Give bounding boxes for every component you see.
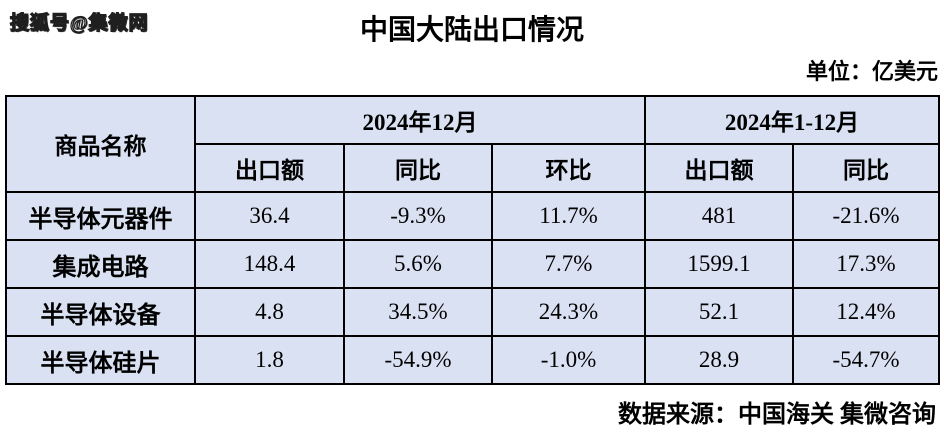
row-label: 半导体设备: [5, 287, 196, 337]
source-label: 数据来源：中国海关 集微咨询: [618, 402, 936, 428]
row-label: 半导体硅片: [5, 335, 196, 385]
table-row: 集成电路 148.4 5.6% 7.7% 1599.1 17.3%: [5, 239, 941, 289]
data-cell: 34.5%: [343, 287, 493, 337]
data-cell: 36.4: [194, 191, 345, 241]
data-cell: 148.4: [194, 239, 345, 289]
data-cell: -54.7%: [791, 335, 941, 385]
table-row: 半导体元器件 36.4 -9.3% 11.7% 481 -21.6%: [5, 191, 941, 241]
data-cell: 24.3%: [491, 287, 646, 337]
data-cell: -21.6%: [791, 191, 941, 241]
data-cell: 52.1: [644, 287, 794, 337]
column-group-2024-12: 2024年12月: [194, 95, 646, 145]
data-cell: 481: [644, 191, 794, 241]
watermark: 搜狐号@集微网: [9, 12, 149, 34]
data-cell: 5.6%: [343, 239, 493, 289]
table-row: 半导体设备 4.8 34.5% 24.3% 52.1 12.4%: [5, 287, 941, 337]
column-header-product-name: 商品名称: [5, 95, 196, 193]
data-cell: 7.7%: [491, 239, 646, 289]
data-cell: 28.9: [644, 335, 794, 385]
data-cell: 4.8: [194, 287, 345, 337]
data-cell: 1599.1: [644, 239, 794, 289]
data-cell: -9.3%: [343, 191, 493, 241]
export-table: 商品名称 2024年12月 2024年1-12月 出口额 同比 环比 出口额 同…: [5, 95, 941, 385]
data-cell: 1.8: [194, 335, 345, 385]
subheader-mom-dec: 环比: [491, 143, 646, 193]
subheader-export-value-year: 出口额: [644, 143, 794, 193]
data-cell: -1.0%: [491, 335, 646, 385]
data-cell: -54.9%: [343, 335, 493, 385]
subheader-yoy-year: 同比: [791, 143, 941, 193]
subheader-export-value-dec: 出口额: [194, 143, 345, 193]
data-cell: 11.7%: [491, 191, 646, 241]
table-header-row-groups: 商品名称 2024年12月 2024年1-12月: [5, 95, 941, 193]
column-group-2024-1-12: 2024年1-12月: [643, 95, 941, 145]
table-header-row-subs: 出口额 同比 环比 出口额 同比: [6, 143, 941, 193]
data-cell: 12.4%: [791, 287, 941, 337]
row-label: 半导体元器件: [5, 191, 196, 241]
subheader-yoy-dec: 同比: [343, 143, 493, 193]
page-title: 中国大陆出口情况: [359, 15, 584, 46]
table-row: 半导体硅片 1.8 -54.9% -1.0% 28.9 -54.7%: [5, 335, 941, 385]
row-label: 集成电路: [5, 239, 196, 289]
data-cell: 17.3%: [791, 239, 941, 289]
unit-label: 单位：亿美元: [805, 59, 938, 84]
